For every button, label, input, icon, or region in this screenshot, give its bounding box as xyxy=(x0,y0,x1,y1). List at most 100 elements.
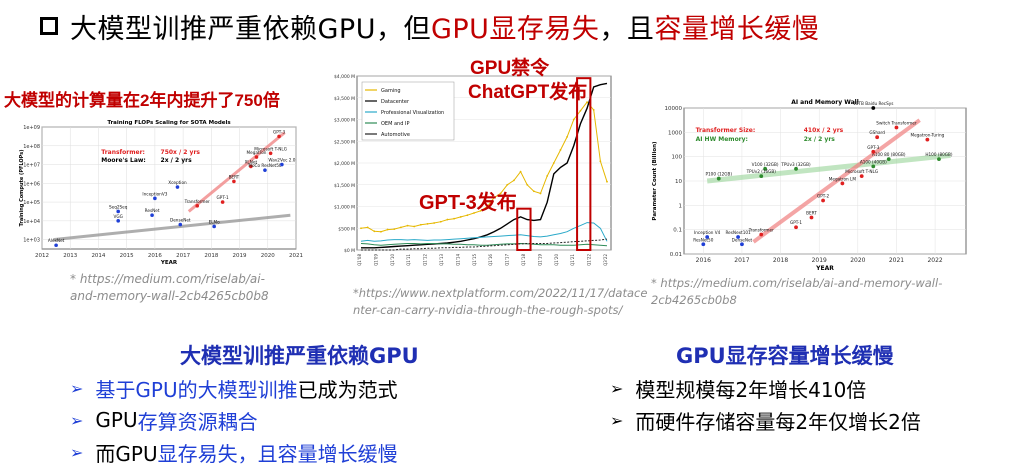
data-point xyxy=(254,155,259,159)
x-tick-label: 2013 xyxy=(63,253,77,259)
series-line xyxy=(360,242,608,247)
y-tick-label: $3,000 M xyxy=(334,118,355,124)
point-label: ResNet50 xyxy=(693,237,713,242)
x-tick-label: 2014 xyxy=(91,253,105,259)
x-tick-label: 2017 xyxy=(176,253,190,259)
right-bullet-1-text: 模型规模每2年增长410倍 xyxy=(635,377,867,402)
chart-title: AI and Memory Wall xyxy=(791,99,859,106)
x-tick-label: Q1'12 xyxy=(423,254,428,266)
data-point xyxy=(592,109,595,111)
y-tick-label: $3,500 M xyxy=(334,96,355,102)
slide-title: 大模型训推严重依赖GPU，但 GPU显存易失 ，且 容量增长缓慢 xyxy=(40,6,819,46)
x-tick-label: Q1'22 xyxy=(587,254,592,266)
y-tick-label: 0.01 xyxy=(670,252,682,258)
right-section-heading: GPU显存容量增长缓慢 xyxy=(676,344,894,368)
y-tick-label: 10000 xyxy=(665,106,683,112)
annotation-label: AI HW Memory: xyxy=(696,136,748,143)
legend-label: Automotive xyxy=(381,132,410,138)
point-label: A100 80 (80GB) xyxy=(872,152,906,157)
x-tick-label: Q1'10 xyxy=(390,254,395,266)
x-tick-label: 2019 xyxy=(812,257,827,264)
point-label: DenseNet xyxy=(732,237,753,242)
y-tick-label: 1e+04 xyxy=(23,219,40,225)
data-point xyxy=(220,200,225,204)
x-tick-label: Q1'15 xyxy=(472,254,477,266)
annotation-value: 2x / 2 yrs xyxy=(161,157,193,164)
data-point xyxy=(579,109,582,112)
x-tick-label: 2018 xyxy=(773,257,788,264)
series-line xyxy=(361,238,608,251)
y-tick-label: 1e+05 xyxy=(23,200,40,206)
arrow-bullet-icon: ➢ xyxy=(70,410,84,430)
left-citation-line-1: * https://medium.com/riselab/ai- xyxy=(70,272,265,286)
gpt3-release-label: GPT-3发布 xyxy=(419,192,517,214)
x-tick-label: Q1'18 xyxy=(521,254,526,266)
data-point xyxy=(232,179,236,184)
y-tick-label: $2,000 M xyxy=(334,161,355,167)
left-bullet-list: ➢ 基于GPU的大模型训推 已成为范式 ➢ GPU 存算资源耦合 ➢ 而GPU 显存易… xyxy=(70,372,398,468)
right-bullet-2: ➢ 而硬件存储容量每2年仅增长2倍 xyxy=(610,404,921,436)
left-citation-line-2: and-memory-wall-2cb4265cb0b8 xyxy=(70,289,269,303)
data-point xyxy=(506,183,509,186)
data-point xyxy=(459,216,462,218)
point-label: Megatron xyxy=(247,150,267,155)
data-point xyxy=(393,228,396,231)
point-label: DenseNet xyxy=(170,218,191,223)
point-label: A100 (40GB) xyxy=(860,159,887,164)
left-section-heading: 大模型训推严重依赖GPU xyxy=(180,344,419,368)
x-tick-label: 2022 xyxy=(927,257,942,264)
left-bullet-2: ➢ GPU 存算资源耦合 xyxy=(70,404,398,436)
point-label: AlexNet xyxy=(48,238,65,243)
legend-label: Professional Visualization xyxy=(381,110,444,116)
gpu-ban-label: GPU禁令 xyxy=(470,58,550,79)
right-figure-citation: * https://medium.com/riselab/ai-and-memo… xyxy=(651,276,943,307)
x-tick-label: Q1'21 xyxy=(570,254,575,266)
nvidia-revenue-chart: $0 M $500 M $1,000 M $1,500 M $2,000 M $2,500… xyxy=(325,70,615,280)
chatgpt-highlight-box xyxy=(576,77,592,251)
data-point xyxy=(840,181,845,186)
data-point xyxy=(268,151,273,156)
x-tick-label: Q1'09 xyxy=(373,254,378,266)
memory-trend xyxy=(706,152,951,184)
title-part-3: ，且 xyxy=(599,13,655,45)
data-point xyxy=(859,174,864,179)
data-point xyxy=(794,225,798,230)
point-label: Microsoft T-NLG xyxy=(254,146,287,151)
arrow-bullet-icon: ➢ xyxy=(610,378,624,398)
data-point xyxy=(705,235,710,239)
data-point xyxy=(195,204,200,208)
data-point xyxy=(249,164,253,169)
data-point xyxy=(175,185,180,189)
arrow-bullet-icon: ➢ xyxy=(70,442,84,462)
x-tick-label: 2021 xyxy=(289,253,303,259)
data-point xyxy=(54,243,58,248)
data-point xyxy=(519,170,522,173)
data-point xyxy=(499,192,502,195)
data-point xyxy=(532,190,535,193)
annotation-label: Moore's Law: xyxy=(101,157,146,164)
point-label: Transformer xyxy=(184,199,210,204)
data-point xyxy=(759,232,764,237)
data-point xyxy=(809,215,814,220)
x-tick-label: 2017 xyxy=(734,257,749,264)
x-tick-label: 2018 xyxy=(204,253,218,259)
left-bullet-2-blue: 存算资源耦合 xyxy=(137,409,258,434)
y-tick-label: 100 xyxy=(672,155,683,161)
data-point xyxy=(894,125,899,130)
data-point xyxy=(439,220,442,223)
y-tick-label: 1000 xyxy=(668,130,682,136)
data-point xyxy=(399,226,402,229)
y-tick-label: 1e+07 xyxy=(23,163,40,169)
x-tick-label: 2020 xyxy=(850,257,865,264)
center-citation-line-1: *https://www.nextplatform.com/2022/11/17… xyxy=(353,286,648,300)
y-tick-label: $1,500 M xyxy=(334,183,355,189)
point-label: GPT-3 xyxy=(867,145,879,150)
left-bullet-3: ➢ 而GPU 显存易失，且容量增长缓慢 xyxy=(70,436,398,468)
point-label: GPT-1 xyxy=(217,195,229,200)
gpt3-highlight-box xyxy=(516,207,532,252)
x-tick-label: Q1'19 xyxy=(537,254,542,266)
point-label: InceptionV3 xyxy=(142,191,167,196)
y-tick-label: 0.1 xyxy=(673,228,682,234)
x-tick-label: 2012 xyxy=(35,253,49,259)
legend-label: Datacenter xyxy=(381,99,410,105)
